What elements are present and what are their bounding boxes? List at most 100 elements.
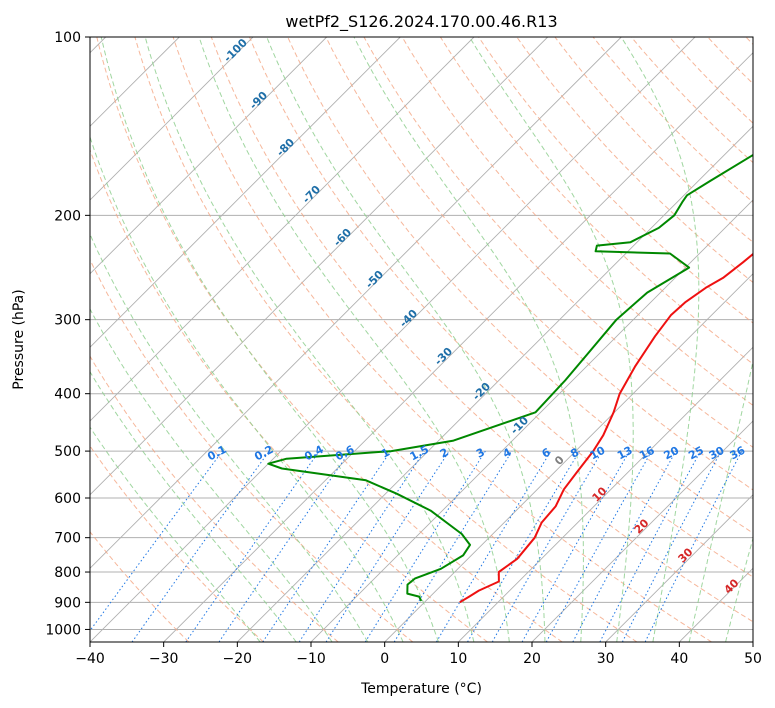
mixing-ratio-line: [262, 450, 392, 642]
adiabat-label: 30: [676, 545, 696, 565]
dry-adiabat-line: [554, 37, 753, 243]
mixing-ratio-line: [364, 450, 486, 642]
isotherm-line: [457, 346, 753, 642]
moist-adiabat-line: [266, 37, 546, 642]
grid-layer: [90, 37, 753, 642]
mixing-ratio-label: 0.1: [205, 443, 228, 464]
adiabat-label: -30: [432, 345, 455, 368]
mixing-ratio-line: [131, 450, 270, 642]
x-tick-label: 30: [597, 651, 615, 667]
mixing-ratio-line: [621, 450, 722, 642]
y-tick-label: 900: [54, 595, 81, 611]
dry-adiabat-line: [210, 37, 753, 623]
x-tick-label: −30: [149, 651, 179, 667]
adiabat-label: -90: [247, 89, 270, 112]
dry-adiabat-line: [745, 37, 753, 46]
moist-adiabat-line: [90, 135, 404, 642]
isotherm-line: [90, 37, 622, 569]
adiabat-label: -40: [397, 307, 420, 330]
adiabat-label: -60: [331, 226, 354, 249]
dry-adiabat-line: [172, 37, 712, 642]
x-tick-label: 0: [380, 651, 389, 667]
x-tick-label: 50: [744, 651, 762, 667]
isotherm-line: [236, 125, 753, 642]
moist-adiabat-line: [90, 308, 333, 642]
x-axis: −40 −30 −20 −10 0 10 20 30 40 50: [75, 642, 762, 667]
y-tick-label: 400: [54, 387, 81, 403]
dry-adiabat-line: [707, 37, 753, 85]
moist-adiabat-line: [688, 358, 753, 642]
mixing-ratio-line: [435, 450, 552, 642]
isotherm-line: [678, 567, 753, 642]
dry-adiabat-line: [96, 37, 563, 642]
isotherm-line: [163, 52, 753, 642]
mixing-ratio-label: 6: [540, 445, 553, 460]
mixing-ratio-label: 36: [728, 444, 748, 463]
adiabat-label: 0: [552, 453, 567, 468]
dry-adiabat-line: [287, 37, 753, 534]
temperature-profile-line: [459, 252, 753, 604]
dry-adiabat-line: [325, 37, 753, 491]
y-axis-label: Pressure (hPa): [11, 289, 27, 389]
moist-adiabat-line: [620, 37, 700, 642]
dry-adiabat-line: [516, 37, 753, 284]
y-tick-label: 100: [54, 30, 81, 46]
mixing-ratio-label: 0.6: [333, 443, 357, 464]
moist-adiabat-line: [198, 37, 510, 642]
dry-adiabat-line: [363, 37, 753, 448]
x-tick-label: 20: [523, 651, 541, 667]
y-tick-label: 800: [54, 565, 81, 581]
dry-adiabat-line: [90, 258, 414, 642]
moist-adiabat-line: [90, 426, 261, 642]
y-tick-label: 1000: [45, 622, 81, 638]
mixing-ratio-line: [90, 450, 223, 632]
mixing-ratio-label: 16: [637, 444, 657, 463]
mixing-ratio-line: [572, 450, 677, 642]
isotherm-line: [90, 37, 696, 642]
x-tick-label: 10: [449, 651, 467, 667]
mixing-ratio-line: [298, 450, 425, 642]
mixing-ratio-label: 13: [615, 444, 635, 463]
isotherm-line: [90, 37, 549, 496]
isotherm-line: [90, 37, 401, 348]
isotherm-line: [310, 199, 753, 642]
mixing-ratio-line: [218, 450, 351, 642]
adiabat-label: -80: [274, 136, 297, 159]
isotherm-line: [752, 641, 753, 642]
isotherm-line: [605, 494, 753, 642]
mixing-ratio-line: [393, 450, 513, 642]
mixing-ratio-line: [545, 450, 653, 642]
dry-adiabat-line: [439, 37, 753, 365]
adiabat-label: -100: [221, 36, 250, 65]
mixing-ratio-label: 30: [707, 444, 727, 463]
x-tick-label: −40: [75, 651, 105, 667]
mixing-ratio-line: [521, 450, 630, 642]
dewpoint-profile-line: [267, 153, 753, 602]
adiabat-label: 40: [722, 576, 742, 596]
adiabat-label: -10: [508, 414, 531, 437]
mixing-ratio-label: 25: [686, 444, 706, 463]
moist-adiabat-line: [725, 536, 753, 642]
y-axis: 100 200 300 400 500 600 700 800 900 1000: [45, 30, 90, 638]
x-axis-label: Temperature (°C): [360, 681, 482, 697]
moist-adiabat-line: [353, 37, 584, 642]
y-tick-label: 600: [54, 491, 81, 507]
mixing-ratio-line: [644, 450, 743, 642]
mixing-ratio-line: [185, 450, 320, 642]
x-tick-label: −20: [223, 651, 253, 667]
mixing-ratio-label: 3: [474, 446, 487, 461]
plot-frame: [89, 36, 754, 643]
dry-adiabat-line: [90, 445, 264, 642]
moist-adiabat-line: [469, 37, 634, 642]
moist-adiabat-line: [90, 232, 369, 642]
y-tick-label: 200: [54, 208, 81, 224]
dry-adiabat-line: [249, 37, 753, 578]
y-tick-label: 700: [54, 531, 81, 547]
y-tick-label: 300: [54, 313, 81, 329]
isotherm-line: [90, 37, 475, 422]
x-tick-label: −10: [296, 651, 326, 667]
mixing-ratio-label: 10: [588, 444, 608, 463]
isotherm-line: [531, 420, 753, 642]
adiabat-label: -50: [363, 268, 386, 291]
